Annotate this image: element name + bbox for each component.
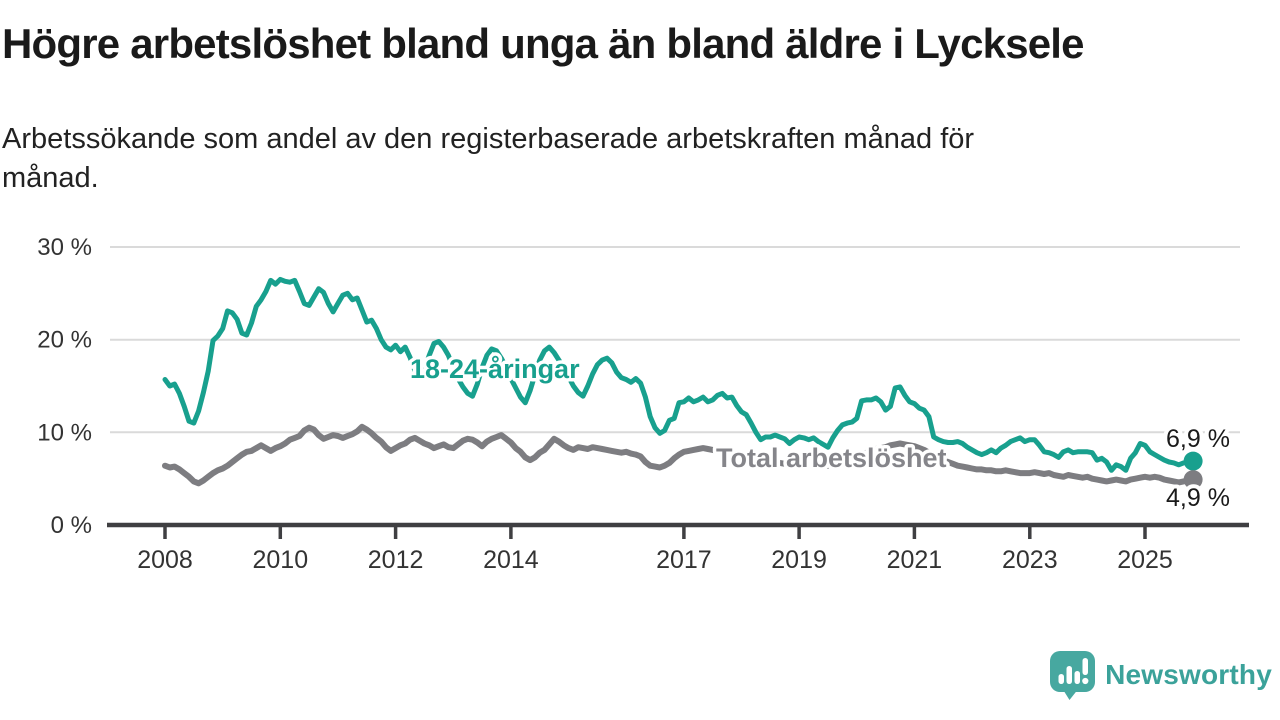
- series-label-total: Total arbetslöshet: [716, 443, 947, 473]
- data-series: [162, 276, 1203, 490]
- y-tick-label: 30 %: [37, 234, 92, 261]
- series-end-dot: [1183, 451, 1203, 471]
- x-tick-label: 2012: [368, 546, 424, 574]
- annotations: 18-24-åringar Total arbetslöshet 6,9 % 4…: [407, 351, 1234, 517]
- gridlines: [110, 246, 1240, 434]
- x-tick-label: 2023: [1002, 546, 1058, 574]
- series-label-young: 18-24-åringar: [410, 354, 580, 384]
- axes: 0 % 10 % 20 % 30 % 2008 2010 2012 2014 2017 2019 2…: [37, 234, 1249, 574]
- x-tick-label: 2017: [656, 546, 712, 574]
- chart-subtitle: Arbetssökande som andel av den registerb…: [2, 120, 974, 198]
- end-value-label-total: 4,9 %: [1166, 484, 1230, 512]
- y-tick-label: 20 %: [37, 327, 92, 354]
- subtitle-line-2: månad.: [2, 162, 99, 194]
- newsworthy-logo[interactable]: Newsworthy: [1049, 650, 1272, 700]
- x-tick-label: 2025: [1117, 546, 1173, 574]
- y-tick-label: 0 %: [51, 512, 92, 539]
- x-tick-label: 2019: [771, 546, 827, 574]
- end-value-label-young: 6,9 %: [1166, 425, 1230, 453]
- newsworthy-logo-icon: [1050, 651, 1096, 700]
- y-tick-label: 10 %: [37, 419, 92, 446]
- subtitle-line-1: Arbetssökande som andel av den registerb…: [2, 123, 975, 155]
- page-title: Högre arbetslöshet bland unga än bland ä…: [2, 20, 1085, 67]
- newsworthy-wordmark: Newsworthy: [1105, 659, 1272, 690]
- series-line-total: [162, 423, 1197, 487]
- series-line-young: [162, 276, 1196, 473]
- x-tick-label: 2021: [887, 546, 943, 574]
- x-tick-label: 2014: [483, 546, 539, 574]
- x-tick-label: 2008: [137, 546, 193, 574]
- series-end-dot: [1183, 470, 1203, 490]
- x-tick-label: 2010: [252, 546, 308, 574]
